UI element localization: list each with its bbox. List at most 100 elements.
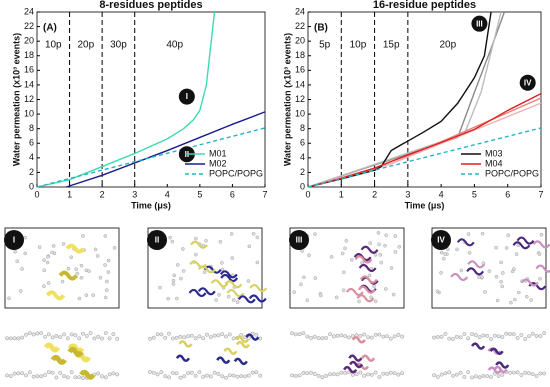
lipid-dot bbox=[111, 371, 116, 376]
water-dot bbox=[479, 275, 484, 279]
lipid-dot bbox=[107, 336, 112, 341]
phase-label: 5p bbox=[319, 40, 331, 51]
water-dot bbox=[37, 245, 42, 249]
lipid-dot bbox=[519, 373, 524, 377]
lipid-dot bbox=[458, 335, 463, 340]
water-dot bbox=[158, 285, 162, 290]
annotation-label: IV bbox=[524, 78, 532, 87]
membrane-peptide bbox=[471, 342, 486, 350]
lipid-dot bbox=[489, 337, 493, 341]
lipid-dot bbox=[511, 332, 516, 337]
lipid-dot bbox=[343, 371, 348, 375]
membrane-peptide bbox=[493, 365, 508, 374]
membrane-peptide bbox=[235, 340, 250, 349]
water-dot bbox=[194, 252, 198, 257]
image-label: IV bbox=[437, 236, 445, 245]
water-dot bbox=[230, 256, 235, 260]
y-tick-label: 14 bbox=[24, 79, 34, 89]
plot-frame bbox=[36, 11, 266, 188]
lipid-dot bbox=[358, 370, 363, 375]
lipid-dot bbox=[151, 370, 156, 375]
membrane-peptide bbox=[245, 333, 260, 341]
membrane-peptide bbox=[343, 365, 358, 374]
water-dot bbox=[18, 289, 23, 293]
peptide bbox=[535, 264, 550, 273]
phase-label: 40p bbox=[166, 40, 183, 51]
y-tick-label: 2 bbox=[300, 167, 305, 177]
membrane-peptide bbox=[43, 342, 61, 353]
y-tick-label: 6 bbox=[29, 138, 34, 148]
lipid-dot bbox=[331, 334, 336, 339]
x-tick-label: 3 bbox=[132, 189, 137, 199]
lipid-dot bbox=[366, 335, 370, 340]
y-tick-label: 12 bbox=[24, 94, 34, 104]
water-dot bbox=[516, 290, 521, 295]
water-dot bbox=[246, 279, 251, 283]
lipid-dot bbox=[392, 334, 397, 339]
x-tick-label: 2 bbox=[100, 189, 105, 199]
water-dot bbox=[509, 300, 513, 305]
lipid-dot bbox=[65, 336, 70, 341]
water-dot bbox=[393, 250, 398, 254]
water-dot bbox=[391, 292, 396, 297]
water-dot bbox=[106, 258, 111, 263]
x-tick-label: 5 bbox=[197, 189, 202, 199]
water-dot bbox=[204, 238, 208, 243]
y-tick-label: 24 bbox=[24, 6, 34, 16]
lipid-dot bbox=[43, 334, 47, 339]
lipid-dot bbox=[243, 374, 247, 379]
water-dot bbox=[61, 242, 66, 246]
chart-title: 16-residue peptides bbox=[373, 0, 476, 11]
lipid-dot bbox=[231, 373, 236, 378]
water-dot bbox=[179, 276, 183, 281]
lipid-dot bbox=[339, 333, 344, 338]
lipid-dot bbox=[212, 333, 217, 338]
lipid-dot bbox=[193, 336, 198, 341]
legend-label: POPC/POPG bbox=[485, 168, 539, 178]
membrane-peptide bbox=[79, 369, 96, 380]
lipid-dot bbox=[231, 336, 236, 341]
peptide bbox=[58, 270, 78, 281]
water-dot bbox=[319, 293, 323, 298]
water-dot bbox=[23, 251, 27, 256]
y-tick-label: 8 bbox=[300, 123, 305, 133]
x-tick-label: 1 bbox=[339, 189, 344, 199]
image-label: II bbox=[155, 236, 159, 245]
legend-label: M03 bbox=[485, 148, 503, 158]
water-dot bbox=[175, 296, 179, 301]
water-dot bbox=[340, 251, 345, 256]
lipid-dot bbox=[328, 372, 332, 377]
lipid-dot bbox=[163, 374, 168, 379]
y-tick-label: 18 bbox=[24, 50, 34, 60]
lipid-dot bbox=[511, 370, 516, 375]
water-dot bbox=[313, 276, 318, 280]
membrane-peptide bbox=[349, 360, 364, 369]
water-dot bbox=[79, 263, 84, 268]
water-dot bbox=[171, 282, 176, 286]
lipid-dot bbox=[492, 333, 497, 338]
water-dot bbox=[443, 252, 447, 256]
water-dot bbox=[81, 234, 85, 238]
water-dot bbox=[341, 288, 346, 292]
water-dot bbox=[235, 300, 240, 304]
phase-label: 20p bbox=[440, 40, 457, 51]
lipid-dot bbox=[354, 372, 359, 377]
lipid-dot bbox=[5, 373, 9, 378]
lipid-dot bbox=[35, 331, 40, 336]
lipid-dot bbox=[73, 333, 78, 338]
water-dot bbox=[299, 282, 303, 287]
y-tick-label: 6 bbox=[300, 138, 305, 148]
lipid-dot bbox=[515, 370, 520, 375]
x-tick-label: 3 bbox=[405, 189, 410, 199]
lipid-dot bbox=[316, 336, 321, 341]
annotation-label: III bbox=[476, 19, 483, 28]
lipid-dot bbox=[20, 371, 25, 376]
water-dot bbox=[513, 297, 517, 302]
lipid-dot bbox=[163, 335, 168, 340]
lipid-dot bbox=[362, 332, 367, 337]
lipid-dot bbox=[100, 374, 104, 379]
lipid-dot bbox=[297, 373, 302, 378]
lipid-dot bbox=[224, 375, 228, 380]
lipid-dot bbox=[377, 375, 382, 379]
water-dot bbox=[69, 255, 74, 260]
